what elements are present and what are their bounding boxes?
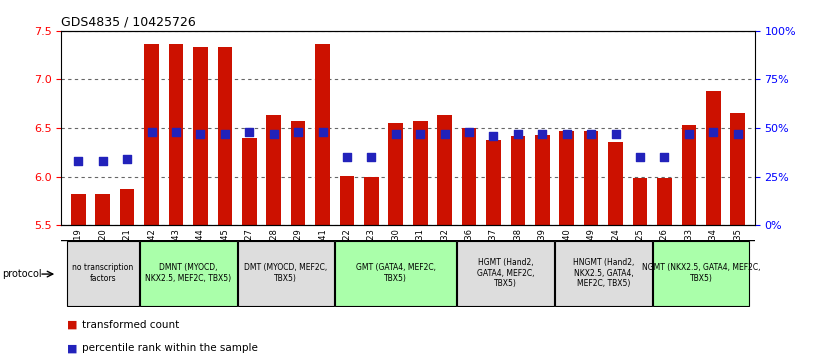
Bar — [657, 179, 672, 225]
Bar — [681, 125, 696, 225]
Text: DMT (MYOCD, MEF2C,
TBX5): DMT (MYOCD, MEF2C, TBX5) — [244, 264, 327, 283]
Text: ■: ■ — [67, 320, 78, 330]
Bar — [608, 142, 623, 225]
Bar — [169, 44, 184, 225]
Bar — [266, 115, 281, 225]
Bar — [290, 121, 305, 225]
Bar — [237, 241, 335, 306]
Bar — [560, 131, 574, 225]
Bar — [144, 44, 159, 225]
Point — [512, 131, 525, 137]
Point — [463, 129, 476, 135]
Point — [609, 131, 622, 137]
Bar — [67, 241, 139, 306]
Bar — [457, 241, 554, 306]
Text: NGMT (NKX2.5, GATA4, MEF2C,
TBX5): NGMT (NKX2.5, GATA4, MEF2C, TBX5) — [642, 264, 761, 283]
Point — [170, 129, 183, 135]
Point — [340, 154, 353, 160]
Bar — [335, 241, 456, 306]
Bar — [95, 194, 110, 225]
Bar — [583, 131, 598, 225]
Bar — [71, 194, 86, 225]
Point — [584, 131, 597, 137]
Bar — [555, 241, 652, 306]
Point — [72, 158, 85, 164]
Text: HGMT (Hand2,
GATA4, MEF2C,
TBX5): HGMT (Hand2, GATA4, MEF2C, TBX5) — [477, 258, 534, 288]
Point — [121, 156, 134, 162]
Text: no transcription
factors: no transcription factors — [72, 264, 133, 283]
Point — [389, 131, 402, 137]
Point — [145, 129, 158, 135]
Text: GMT (GATA4, MEF2C,
TBX5): GMT (GATA4, MEF2C, TBX5) — [356, 264, 436, 283]
Point — [316, 129, 329, 135]
Bar — [242, 138, 256, 225]
Bar — [706, 91, 721, 225]
Bar — [730, 113, 745, 225]
Bar — [339, 176, 354, 225]
Point — [536, 131, 549, 137]
Bar — [315, 44, 330, 225]
Point — [633, 154, 646, 160]
Bar — [120, 189, 135, 225]
Point — [194, 131, 207, 137]
Bar — [632, 179, 647, 225]
Text: transformed count: transformed count — [82, 320, 179, 330]
Bar — [486, 140, 501, 225]
Bar — [462, 128, 477, 225]
Bar — [218, 47, 233, 225]
Bar — [364, 178, 379, 225]
Bar — [511, 136, 526, 225]
Text: GDS4835 / 10425726: GDS4835 / 10425726 — [61, 15, 196, 28]
Bar — [193, 47, 208, 225]
Point — [414, 131, 427, 137]
Point — [365, 154, 378, 160]
Text: HNGMT (Hand2,
NKX2.5, GATA4,
MEF2C, TBX5): HNGMT (Hand2, NKX2.5, GATA4, MEF2C, TBX5… — [573, 258, 634, 288]
Point — [267, 131, 280, 137]
Bar — [413, 121, 428, 225]
Text: ■: ■ — [67, 343, 78, 354]
Point — [438, 131, 451, 137]
Bar — [437, 115, 452, 225]
Point — [658, 154, 671, 160]
Bar — [653, 241, 749, 306]
Point — [707, 129, 720, 135]
Text: DMNT (MYOCD,
NKX2.5, MEF2C, TBX5): DMNT (MYOCD, NKX2.5, MEF2C, TBX5) — [145, 264, 231, 283]
Text: protocol: protocol — [2, 269, 42, 279]
Point — [291, 129, 304, 135]
Point — [561, 131, 574, 137]
Point — [96, 158, 109, 164]
Bar — [388, 123, 403, 225]
Point — [242, 129, 255, 135]
Bar — [140, 241, 237, 306]
Point — [219, 131, 232, 137]
Point — [731, 131, 744, 137]
Point — [487, 133, 500, 139]
Point — [682, 131, 695, 137]
Text: percentile rank within the sample: percentile rank within the sample — [82, 343, 258, 354]
Bar — [535, 135, 550, 225]
